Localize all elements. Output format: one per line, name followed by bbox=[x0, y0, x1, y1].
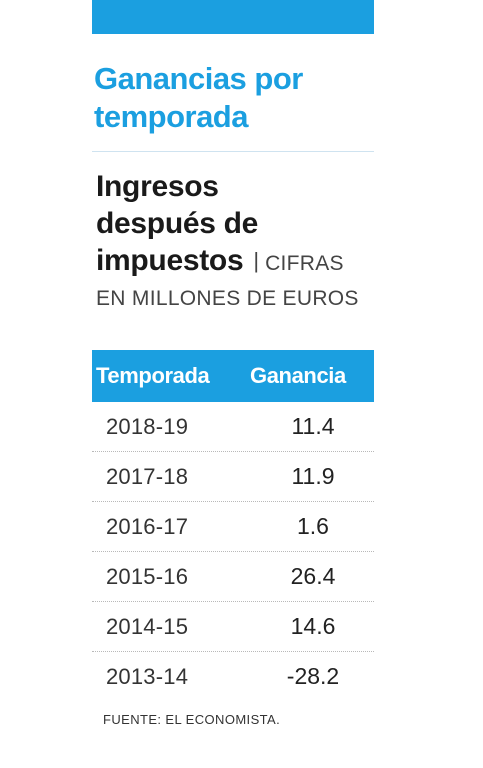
table-row: 2016-17 1.6 bbox=[92, 502, 374, 552]
table-row: 2014-15 14.6 bbox=[92, 602, 374, 652]
chart-title: Ganancias por temporada bbox=[94, 60, 384, 136]
chart-subtitle: Ingresos después de impuestos | CIFRAS EN … bbox=[96, 168, 386, 312]
profit-cell: 11.4 bbox=[291, 413, 335, 439]
unit-label-part-1: CIFRAS bbox=[265, 252, 344, 275]
subtitle-line-3-text: impuestos bbox=[96, 244, 244, 277]
subtitle-separator: | bbox=[253, 248, 260, 273]
profit-cell: 14.6 bbox=[290, 613, 336, 639]
title-line-1: Ganancias por bbox=[94, 61, 303, 96]
subtitle-line-2: después de bbox=[96, 207, 259, 240]
table-header: Temporada Ganancia bbox=[92, 350, 374, 402]
table-row: 2013-14 -28.2 bbox=[92, 652, 374, 701]
profit-cell: 1.6 bbox=[297, 513, 329, 539]
data-table: Temporada Ganancia 2018-19 11.4 2017-18 … bbox=[92, 350, 374, 701]
table-row: 2018-19 11.4 bbox=[92, 402, 374, 452]
season-cell: 2015-16 bbox=[106, 563, 189, 589]
season-cell: 2016-17 bbox=[106, 513, 189, 539]
profit-cell: 11.9 bbox=[291, 463, 335, 489]
column-header-temporada: Temporada bbox=[96, 363, 210, 388]
unit-label-part-2: EN MILLONES DE EUROS bbox=[96, 287, 359, 310]
season-cell: 2018-19 bbox=[106, 413, 189, 439]
season-cell: 2014-15 bbox=[106, 613, 189, 639]
column-header-ganancia: Ganancia bbox=[250, 363, 346, 388]
table-row: 2015-16 26.4 bbox=[92, 552, 374, 602]
season-cell: 2013-14 bbox=[106, 663, 189, 689]
profit-cell: -28.2 bbox=[286, 663, 340, 689]
title-line-2: temporada bbox=[94, 99, 248, 134]
subtitle-line-1: Ingresos bbox=[96, 170, 219, 203]
profit-cell: 26.4 bbox=[290, 563, 336, 589]
table-row: 2017-18 11.9 bbox=[92, 452, 374, 502]
season-cell: 2017-18 bbox=[106, 463, 189, 489]
top-accent-bar bbox=[92, 0, 374, 34]
source-note: FUENTE: EL ECONOMISTA. bbox=[103, 712, 281, 727]
subtitle-line-3: impuestos | CIFRAS bbox=[96, 242, 386, 282]
title-divider bbox=[92, 151, 374, 152]
